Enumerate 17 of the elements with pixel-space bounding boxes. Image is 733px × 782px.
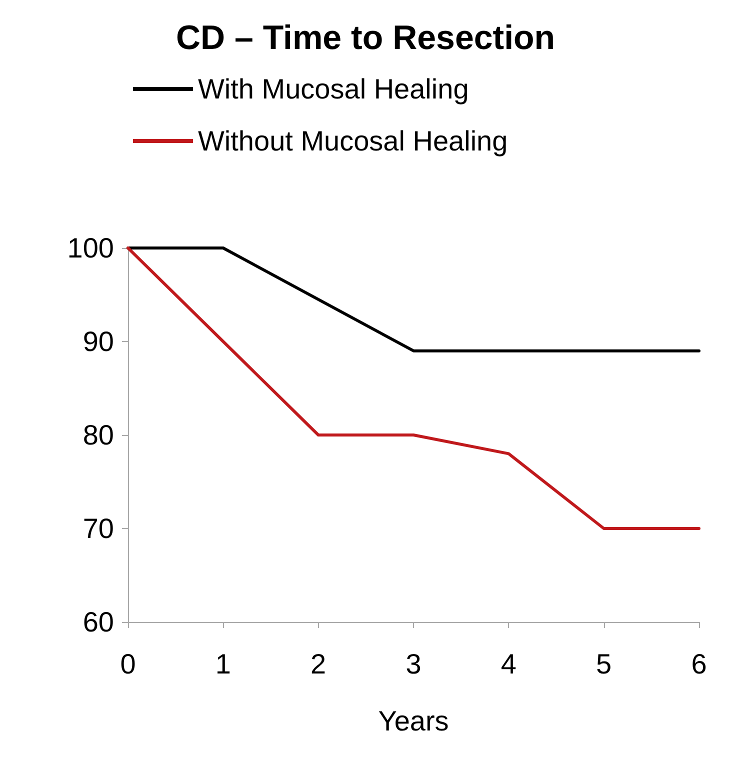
y-tick-label: 90 [82, 326, 114, 357]
y-tick-label: 80 [82, 420, 114, 450]
legend-label: Without Mucosal Healing [198, 126, 508, 156]
x-tick-label: 6 [691, 648, 707, 680]
y-tick-label: 100 [67, 232, 114, 264]
line-series [126, 246, 700, 530]
y-tick-label: 60 [82, 606, 114, 638]
y-tick-label: 70 [82, 513, 114, 544]
x-tick-label: 3 [406, 648, 422, 680]
x-axis-title: Years [378, 706, 449, 736]
x-tick-label: 1 [215, 648, 231, 680]
x-tick-label: 4 [500, 648, 516, 680]
chart-title: CD – Time to Resection [176, 19, 556, 57]
x-tick-label: 0 [120, 648, 136, 680]
x-tick-label: 5 [596, 648, 612, 680]
x-tick-label: 2 [310, 648, 326, 680]
legend-label: With Mucosal Healing [198, 74, 469, 104]
